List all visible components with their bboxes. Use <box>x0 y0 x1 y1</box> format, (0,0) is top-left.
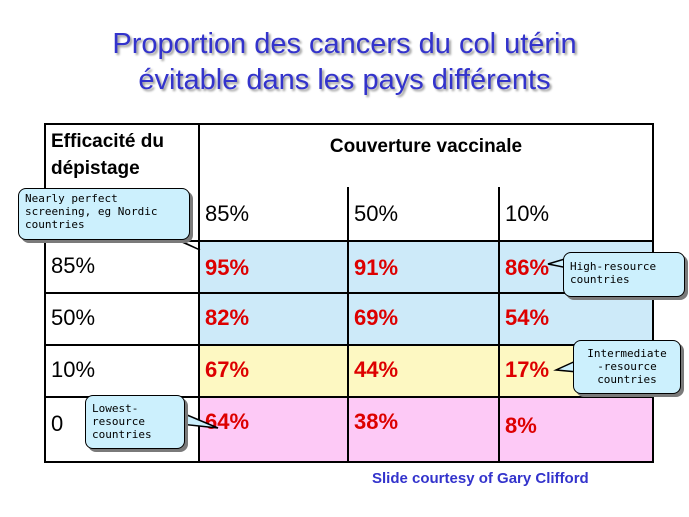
slide-title: Proportion des cancers du col utérin évi… <box>0 26 689 98</box>
value-r2-c3: 54% <box>505 305 550 330</box>
callout-nordic: Nearly perfect screening, eg Nordic coun… <box>18 188 190 240</box>
callout-nordic-line-2: screening, eg Nordic <box>25 205 158 218</box>
grid-vline-2 <box>347 187 349 461</box>
corner-header-line-1: Efficacité du <box>51 131 164 152</box>
column-header-85: 85% <box>205 201 250 226</box>
value-r2-c1: 82% <box>205 305 250 330</box>
value-r4-c1: 64% <box>205 409 250 434</box>
value-r2-c2: 69% <box>354 305 399 330</box>
callout-lowest-line-1: Lowest- <box>92 402 139 415</box>
callout-lowest-resource: Lowest- resource countries <box>85 395 185 449</box>
callout-nordic-line-3: countries <box>25 218 85 231</box>
value-r3-c2: 44% <box>354 357 399 382</box>
callout-high-resource: High-resource countries <box>563 252 685 297</box>
row-label-85: 85% <box>51 253 96 278</box>
title-line-1: Proportion des cancers du col utérin <box>112 28 577 60</box>
band-lowest-resource <box>200 398 652 461</box>
column-header-10: 10% <box>505 201 550 226</box>
pointer-lowest <box>179 410 219 429</box>
value-r4-c3: 8% <box>505 413 537 438</box>
callout-intermediate-line-1: Intermediate <box>587 347 667 360</box>
row-label-0: 0 <box>51 411 64 436</box>
band-high-resource-row2 <box>200 294 652 346</box>
value-r1-c3: 86% <box>505 255 550 280</box>
grid-hline-2 <box>46 292 652 294</box>
callout-lowest-line-2: resource <box>92 415 145 428</box>
value-r3-c3: 17% <box>505 357 550 382</box>
value-r1-c2: 91% <box>354 255 399 280</box>
corner-header-line-2: dépistage <box>51 158 140 179</box>
row-label-50: 50% <box>51 305 96 330</box>
callout-high-line-1: High-resource <box>570 260 657 273</box>
value-r4-c2: 38% <box>354 409 399 434</box>
grid-hline-1 <box>46 240 652 242</box>
row-label-10: 10% <box>51 357 96 382</box>
corner-header: Efficacité du dépistage <box>46 128 164 182</box>
grid-hline-4 <box>46 396 652 398</box>
grid-hline-3 <box>46 344 652 346</box>
title-line-2: évitable dans les pays différents <box>138 64 551 96</box>
callout-high-line-2: countries <box>570 273 630 286</box>
callout-intermediate-resource: Intermediate -resource countries <box>573 340 681 394</box>
column-group-header: Couverture vaccinale <box>329 136 523 157</box>
value-r3-c1: 67% <box>205 357 250 382</box>
slide-credit: Slide courtesy of Gary Clifford <box>372 470 589 487</box>
callout-intermediate-line-3: countries <box>597 373 657 386</box>
column-header-50: 50% <box>354 201 399 226</box>
callout-nordic-line-1: Nearly perfect <box>25 192 118 205</box>
grid-vline-3 <box>498 187 500 461</box>
callout-intermediate-line-2: -resource <box>597 360 657 373</box>
callout-lowest-line-3: countries <box>92 428 152 441</box>
value-r1-c1: 95% <box>205 255 250 280</box>
